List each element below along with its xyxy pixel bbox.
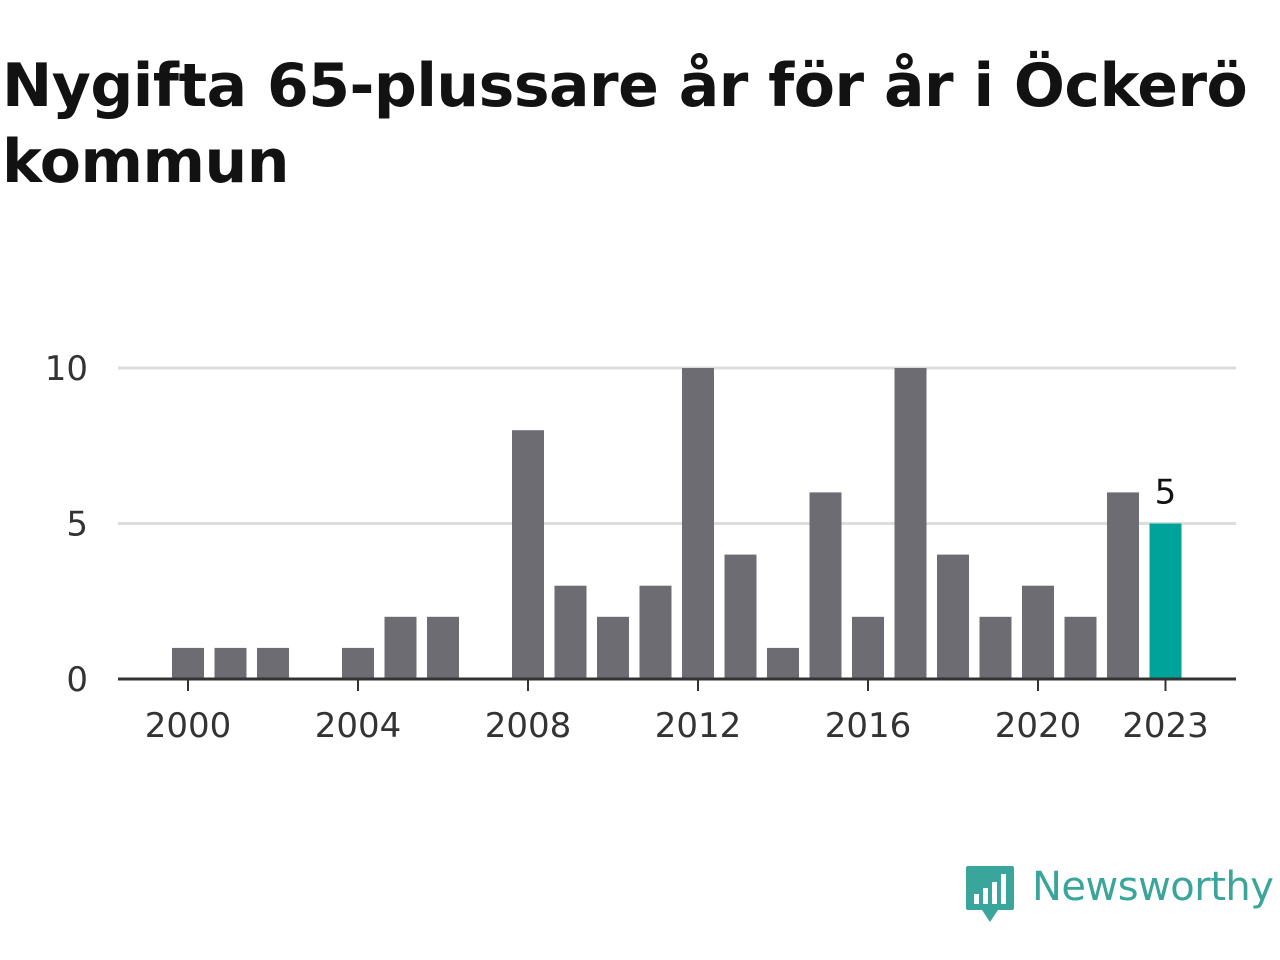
- bar-2021: [1064, 616, 1097, 679]
- bar-2009: [554, 585, 587, 679]
- x-tick-label-2004: 2004: [315, 706, 402, 746]
- bar-2020: [1022, 585, 1054, 679]
- bar-2000: [172, 647, 204, 679]
- y-tick-label-5: 5: [66, 505, 88, 545]
- y-tick-label-0: 0: [66, 660, 88, 700]
- data-labels: 5: [1155, 473, 1177, 513]
- x-axis-ticks: 2000 2004 2008 2012 2016 2020 2023: [145, 679, 1209, 746]
- bar-2013: [724, 554, 757, 679]
- bar-2019: [979, 616, 1012, 679]
- bar-2022: [1107, 492, 1139, 679]
- x-tick-label-2020: 2020: [995, 706, 1082, 746]
- chart-title: Nygifta 65-plussare år för år i Öckerö k…: [2, 51, 1248, 197]
- data-label-2023: 5: [1155, 473, 1177, 513]
- x-tick-label-2008: 2008: [485, 706, 572, 746]
- gridlines: [118, 366, 1236, 525]
- x-tick-label-2023: 2023: [1122, 706, 1209, 746]
- bar-2011: [639, 585, 672, 679]
- bar-2004: [342, 647, 374, 679]
- x-tick-label-2000: 2000: [145, 706, 232, 746]
- bar-2015: [809, 492, 842, 679]
- bar-2010: [597, 616, 629, 679]
- bar-2008: [512, 430, 544, 679]
- bar-2017: [894, 368, 927, 679]
- bar-2023: [1149, 523, 1182, 679]
- bar-2006: [427, 616, 459, 679]
- newsworthy-logo-icon: [966, 866, 1014, 922]
- bar-2018: [937, 554, 969, 679]
- y-axis-labels: 0 5 10: [45, 349, 88, 700]
- y-tick-label-10: 10: [45, 349, 88, 389]
- bar-2012: [682, 368, 714, 679]
- bar-2002: [257, 647, 289, 679]
- bar-2016: [852, 616, 884, 679]
- x-tick-label-2016: 2016: [825, 706, 912, 746]
- newsworthy-logo: Newsworthy: [964, 864, 1274, 924]
- bar-2005: [384, 616, 417, 679]
- newsworthy-logo-text: Newsworthy: [1032, 864, 1274, 910]
- bar-2014: [767, 647, 799, 679]
- x-tick-label-2012: 2012: [655, 706, 742, 746]
- bars: [172, 368, 1182, 679]
- bar-2001: [214, 647, 247, 679]
